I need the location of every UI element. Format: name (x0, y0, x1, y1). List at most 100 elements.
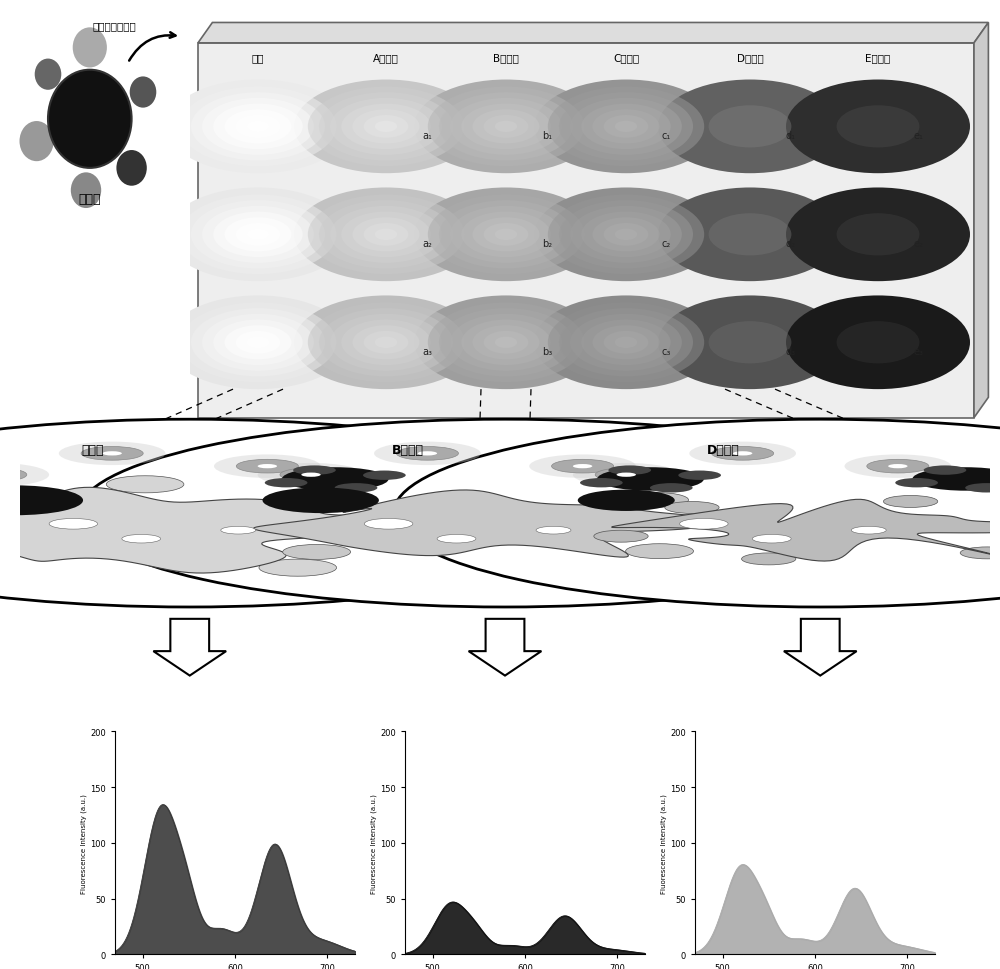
Text: E类药物: E类药物 (865, 53, 891, 63)
Circle shape (994, 471, 1000, 481)
Circle shape (912, 468, 1000, 491)
Circle shape (626, 545, 694, 559)
Circle shape (428, 87, 584, 167)
Circle shape (48, 71, 132, 169)
Y-axis label: Fluorescence Intensity (a.u.): Fluorescence Intensity (a.u.) (81, 794, 87, 892)
Circle shape (341, 320, 431, 365)
Circle shape (180, 87, 336, 167)
Circle shape (484, 224, 528, 246)
Circle shape (712, 447, 774, 460)
Circle shape (678, 471, 721, 481)
Circle shape (450, 206, 562, 264)
Circle shape (594, 531, 648, 543)
Circle shape (247, 337, 269, 349)
Circle shape (472, 218, 540, 252)
Circle shape (548, 196, 704, 275)
Circle shape (116, 151, 147, 186)
Circle shape (224, 326, 292, 359)
FancyArrow shape (153, 619, 226, 676)
Circle shape (375, 230, 397, 240)
Circle shape (439, 93, 573, 161)
Circle shape (581, 105, 671, 150)
Circle shape (364, 224, 408, 246)
Circle shape (352, 110, 420, 144)
Circle shape (393, 420, 1000, 608)
Circle shape (319, 201, 453, 269)
Circle shape (548, 87, 704, 167)
Circle shape (73, 28, 107, 69)
Circle shape (439, 309, 573, 377)
Text: c₁: c₁ (662, 132, 671, 141)
Circle shape (301, 473, 321, 478)
Circle shape (573, 463, 680, 487)
Circle shape (191, 309, 325, 377)
Circle shape (191, 201, 325, 269)
Circle shape (495, 121, 517, 133)
Circle shape (236, 460, 298, 474)
Polygon shape (198, 44, 974, 419)
Circle shape (680, 519, 728, 529)
Circle shape (330, 315, 442, 371)
Circle shape (330, 99, 442, 156)
Circle shape (396, 447, 458, 460)
Text: D类损伤: D类损伤 (707, 443, 740, 456)
Circle shape (364, 116, 408, 139)
Circle shape (837, 322, 919, 364)
Circle shape (484, 116, 528, 139)
Circle shape (0, 559, 17, 576)
Y-axis label: Fluorescence Intensity (a.u.): Fluorescence Intensity (a.u.) (371, 794, 377, 892)
Circle shape (283, 545, 351, 560)
Circle shape (364, 331, 408, 355)
Text: 传感器: 传感器 (79, 193, 101, 206)
Circle shape (733, 452, 752, 456)
Circle shape (742, 553, 796, 565)
Circle shape (439, 201, 573, 269)
Circle shape (621, 493, 689, 508)
Circle shape (362, 509, 440, 525)
Circle shape (924, 466, 966, 476)
Circle shape (0, 420, 617, 608)
Circle shape (428, 303, 584, 383)
Circle shape (604, 224, 648, 246)
Circle shape (495, 337, 517, 349)
Circle shape (352, 326, 420, 359)
Circle shape (247, 230, 269, 240)
Circle shape (308, 303, 464, 383)
Circle shape (166, 297, 350, 390)
Circle shape (81, 447, 143, 460)
Text: B类损伤: B类损伤 (392, 443, 424, 456)
Circle shape (786, 297, 970, 390)
Text: 给药孵育后加入: 给药孵育后加入 (93, 21, 136, 32)
Circle shape (214, 455, 321, 479)
Circle shape (709, 107, 791, 148)
Circle shape (709, 214, 791, 256)
Circle shape (658, 297, 842, 390)
Text: d₁: d₁ (786, 132, 796, 141)
Circle shape (166, 188, 350, 282)
Circle shape (965, 484, 1000, 493)
Circle shape (106, 477, 184, 493)
Circle shape (570, 206, 682, 264)
Circle shape (319, 93, 453, 161)
Circle shape (224, 218, 292, 252)
Circle shape (709, 322, 791, 364)
Text: c₂: c₂ (662, 239, 671, 249)
Circle shape (0, 473, 5, 478)
Circle shape (595, 468, 657, 482)
Circle shape (258, 464, 277, 469)
Circle shape (319, 309, 453, 377)
Text: A类药物: A类药物 (373, 53, 399, 63)
Circle shape (352, 218, 420, 252)
Circle shape (191, 93, 325, 161)
Circle shape (166, 80, 350, 174)
Circle shape (581, 212, 671, 258)
Circle shape (180, 303, 336, 383)
Circle shape (559, 201, 693, 269)
Circle shape (450, 99, 562, 156)
Text: a₂: a₂ (422, 239, 432, 249)
Text: e₁: e₁ (914, 132, 924, 141)
Circle shape (202, 99, 314, 156)
Circle shape (0, 485, 83, 516)
Text: c₃: c₃ (662, 347, 671, 357)
Circle shape (604, 116, 648, 139)
